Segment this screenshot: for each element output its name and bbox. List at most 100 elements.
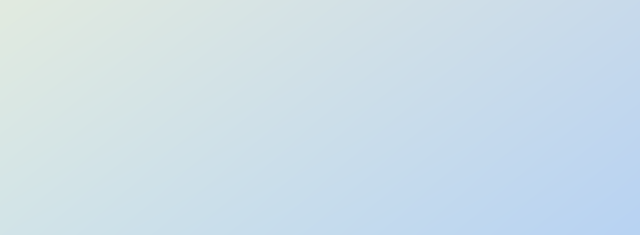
Bar	[287, 148, 353, 150]
Bar	[287, 155, 353, 158]
Bar	[408, 194, 474, 196]
Bar	[408, 203, 474, 205]
Bar	[287, 103, 353, 106]
Bar	[45, 163, 111, 164]
Bar	[166, 97, 232, 100]
Bar	[166, 88, 232, 91]
FancyBboxPatch shape	[403, 210, 479, 216]
Bar	[287, 153, 353, 155]
Bar	[408, 120, 474, 122]
Bar	[408, 190, 474, 192]
Bar	[287, 177, 353, 180]
Bar	[408, 118, 474, 120]
Bar	[287, 118, 353, 121]
Bar	[166, 151, 232, 154]
Bar	[408, 168, 474, 170]
Bar	[287, 195, 353, 197]
Bar	[287, 111, 353, 113]
Bar	[408, 172, 474, 175]
Bar	[529, 157, 595, 159]
Bar	[166, 160, 232, 163]
Bar	[166, 203, 232, 206]
Bar	[287, 204, 353, 207]
Bar	[287, 143, 353, 145]
Bar	[287, 91, 353, 94]
Bar	[166, 200, 232, 203]
Bar	[287, 125, 353, 128]
Bar	[45, 183, 111, 185]
Bar	[529, 146, 595, 148]
Bar	[45, 164, 111, 166]
Bar	[408, 199, 474, 201]
Bar	[529, 122, 595, 124]
Bar	[45, 169, 111, 171]
Bar	[287, 89, 353, 91]
Bar	[408, 105, 474, 107]
Bar	[529, 175, 595, 177]
Bar	[45, 168, 111, 169]
FancyBboxPatch shape	[282, 210, 358, 216]
Bar	[45, 166, 111, 168]
Bar	[529, 164, 595, 166]
Bar	[45, 193, 111, 195]
Bar	[287, 121, 353, 123]
Bar	[166, 184, 232, 188]
Bar	[45, 141, 111, 142]
Bar	[408, 125, 474, 127]
Bar	[529, 188, 595, 190]
Bar	[529, 179, 595, 181]
Bar	[45, 154, 111, 156]
Bar	[408, 146, 474, 149]
Bar	[45, 127, 111, 129]
FancyBboxPatch shape	[40, 210, 116, 216]
Bar	[408, 111, 474, 114]
Bar	[287, 167, 353, 170]
Bar	[287, 145, 353, 148]
Bar	[287, 123, 353, 125]
Bar	[45, 181, 111, 183]
Bar	[166, 197, 232, 200]
Bar	[166, 133, 232, 136]
Bar	[166, 106, 232, 109]
Bar	[45, 195, 111, 197]
Bar	[166, 148, 232, 151]
Bar	[408, 196, 474, 199]
Bar	[166, 112, 232, 115]
Bar	[529, 142, 595, 144]
Bar	[408, 142, 474, 144]
Bar	[529, 170, 595, 172]
Bar	[529, 166, 595, 168]
Bar	[529, 139, 595, 140]
Bar	[166, 209, 232, 212]
Bar	[287, 207, 353, 209]
Bar	[529, 144, 595, 146]
Bar	[287, 140, 353, 143]
Text: 24%: 24%	[64, 133, 92, 145]
Bar	[287, 150, 353, 153]
Bar	[287, 209, 353, 212]
Bar	[45, 186, 111, 188]
Bar	[166, 94, 232, 97]
Bar	[287, 197, 353, 200]
Bar	[166, 136, 232, 139]
Bar	[287, 192, 353, 195]
Bar	[408, 188, 474, 190]
Bar	[45, 200, 111, 202]
Bar	[45, 190, 111, 192]
Bar	[287, 101, 353, 103]
Bar	[287, 200, 353, 202]
Bar	[287, 162, 353, 165]
Bar	[166, 181, 232, 184]
Bar	[166, 91, 232, 94]
Bar	[45, 136, 111, 137]
Bar	[408, 177, 474, 179]
Bar	[166, 169, 232, 172]
Bar	[166, 206, 232, 209]
Text: 35%: 35%	[306, 94, 334, 107]
Bar	[45, 185, 111, 186]
Bar	[287, 165, 353, 167]
Bar	[166, 103, 232, 106]
Bar	[408, 155, 474, 157]
Bar	[408, 103, 474, 105]
Bar	[529, 186, 595, 188]
